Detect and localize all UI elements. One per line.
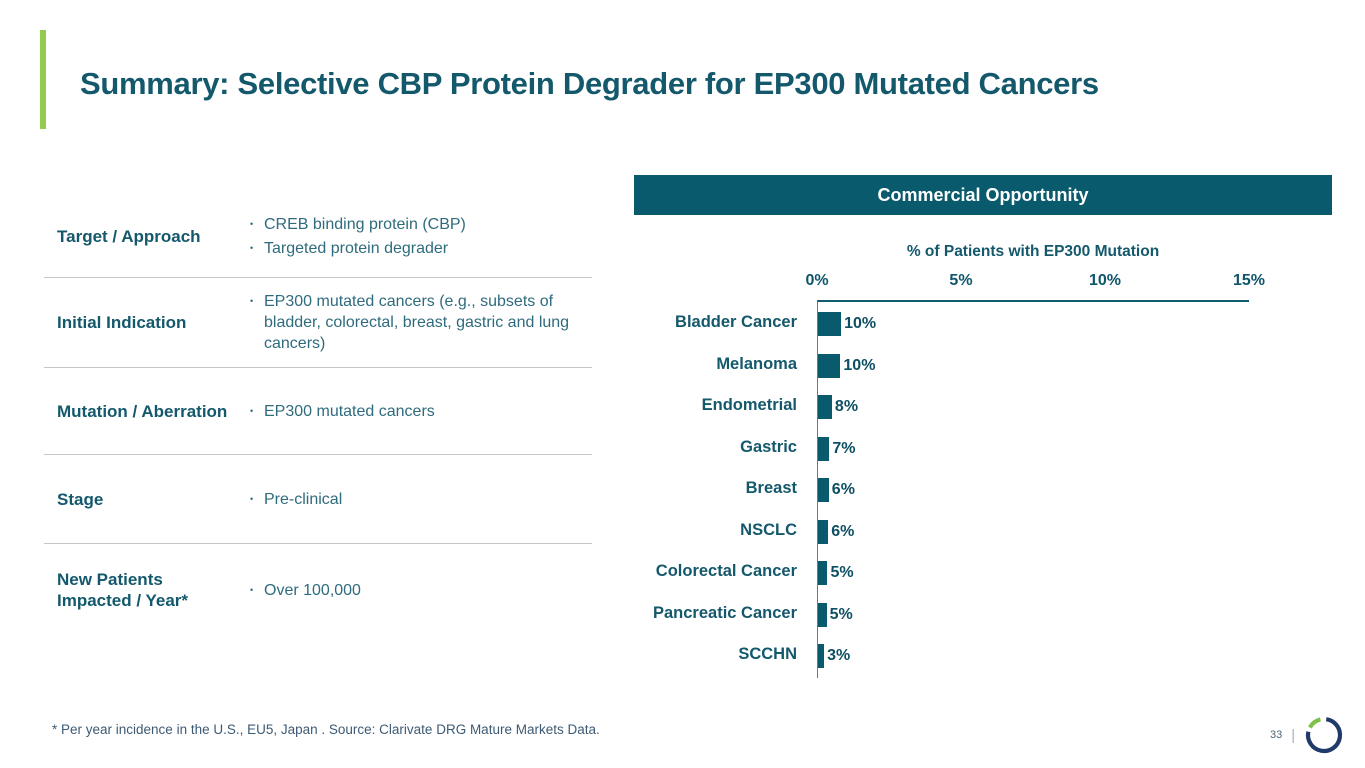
- row-bullets: • EP300 mutated cancers (e.g., subsets of…: [237, 289, 592, 357]
- category-label-breast: Breast: [745, 479, 797, 497]
- footer-right: 33 |: [1270, 713, 1344, 757]
- bar-value-label: 6%: [831, 481, 855, 498]
- page-title: Summary: Selective CBP Protein Degrader …: [80, 66, 1099, 101]
- bullet-text: Pre-clinical: [264, 490, 343, 508]
- list-item: • Pre-clinical: [247, 489, 592, 510]
- x-tick-5: 5%: [949, 272, 973, 289]
- summary-table: Target / Approach • CREB binding protein …: [44, 196, 592, 636]
- bullet-text: EP300 mutated cancers (e.g., subsets of …: [264, 293, 570, 352]
- row-bullets: • Pre-clinical: [237, 486, 592, 512]
- x-tick-0: 0%: [805, 272, 829, 289]
- bullet-icon: •: [250, 584, 254, 595]
- bar-value-label: 5%: [830, 564, 854, 581]
- table-row-new-patients: New Patients Impacted / Year* • Over 100,…: [44, 544, 592, 636]
- category-label-pancreatic-cancer: Pancreatic Cancer: [653, 603, 797, 622]
- bullet-text: EP300 mutated cancers: [264, 402, 435, 420]
- category-label-nsclc: NSCLC: [740, 520, 797, 539]
- row-label: Stage: [57, 489, 104, 509]
- page-number: 33: [1270, 729, 1283, 741]
- bullet-icon: •: [250, 296, 254, 306]
- company-ring-logo-icon: [1306, 717, 1343, 754]
- bar-value-label: 5%: [829, 605, 853, 623]
- chart-x-axis-ticks: 0% 5% 10% 15%: [805, 272, 1265, 292]
- row-label: Initial Indication: [57, 313, 187, 332]
- bar-value-label: 6%: [831, 522, 855, 540]
- table-row-stage: Stage • Pre-clinical: [44, 455, 592, 544]
- commercial-opportunity-header: Commercial Opportunity: [634, 175, 1332, 215]
- bar-value-label: 10%: [844, 315, 877, 332]
- bar-row: 6%: [818, 478, 855, 502]
- bar-value-label: 3%: [827, 647, 851, 664]
- bullet-icon: •: [250, 405, 254, 416]
- row-bullets: • CREB binding protein (CBP) • Targeted pr…: [237, 212, 592, 262]
- bar-row: 3%: [818, 644, 850, 668]
- bullet-text: Over 100,000: [264, 581, 361, 599]
- bar-row: 5%: [818, 561, 854, 585]
- bullet-text: Targeted protein degrader: [264, 239, 449, 257]
- category-label-colorectal-cancer: Colorectal Cancer: [655, 562, 797, 580]
- category-label-scchn: SCCHN: [738, 645, 797, 663]
- bar-breast: [818, 478, 829, 502]
- bar-nsclc: [818, 519, 829, 544]
- category-label-melanoma: Melanoma: [716, 354, 797, 373]
- title-accent-bar: [40, 30, 46, 129]
- category-label-gastric: Gastric: [740, 437, 797, 456]
- chart-title: % of Patients with EP300 Mutation: [906, 243, 1160, 260]
- bar-scchn: [818, 644, 825, 668]
- bar-melanoma: [818, 353, 841, 378]
- x-tick-15: 15%: [1232, 272, 1266, 289]
- bar-row: 6%: [818, 519, 854, 544]
- row-label: Target / Approach: [57, 227, 201, 246]
- bar-value-label: 7%: [832, 439, 856, 457]
- category-label-bladder-cancer: Bladder Cancer: [675, 313, 797, 331]
- footnote: * Per year incidence in the U.S., EU5, J…: [52, 722, 600, 737]
- bullet-icon: •: [250, 219, 254, 230]
- bar-gastric: [818, 436, 830, 461]
- row-bullets: • Over 100,000: [237, 577, 592, 603]
- table-row-mutation-aberration: Mutation / Aberration • EP300 mutated can…: [44, 368, 592, 455]
- row-label: New Patients Impacted / Year*: [57, 570, 189, 610]
- list-item: • EP300 mutated cancers: [247, 401, 592, 422]
- chart-category-labels: Bladder Cancer Melanoma Endometrial Gast…: [600, 300, 807, 678]
- bar-bladder-cancer: [818, 312, 842, 336]
- list-item: • Over 100,000: [247, 580, 592, 601]
- row-label: Mutation / Aberration: [57, 401, 228, 421]
- list-item: • Targeted protein degrader: [247, 238, 592, 259]
- bar-chart-plot-area: 10% 10% 8% 7% 6% 6% 5% 5% 3%: [817, 300, 1249, 678]
- bar-value-label: 8%: [834, 398, 859, 415]
- bar-row: 8%: [818, 395, 858, 419]
- bar-value-label: 10%: [843, 356, 876, 374]
- bar-pancreatic-cancer: [818, 602, 827, 627]
- table-row-initial-indication: Initial Indication • EP300 mutated cancer…: [44, 278, 592, 368]
- bar-row: 5%: [818, 602, 853, 627]
- bullet-text: CREB binding protein (CBP): [264, 216, 466, 234]
- bullet-icon: •: [250, 242, 254, 253]
- panel-header-label: Commercial Opportunity: [877, 184, 1089, 205]
- category-label-endometrial: Endometrial: [701, 396, 797, 414]
- bar-row: 10%: [818, 353, 875, 378]
- row-bullets: • EP300 mutated cancers: [237, 398, 592, 424]
- table-row-target-approach: Target / Approach • CREB binding protein …: [44, 196, 592, 278]
- bar-row: 10%: [818, 312, 876, 336]
- x-tick-10: 10%: [1088, 272, 1122, 289]
- list-item: • CREB binding protein (CBP): [247, 214, 592, 235]
- bar-colorectal-cancer: [818, 561, 828, 585]
- footer-divider: |: [1291, 726, 1296, 744]
- list-item: • EP300 mutated cancers (e.g., subsets of…: [247, 291, 592, 354]
- bullet-icon: •: [250, 493, 254, 504]
- bar-row: 7%: [818, 436, 855, 461]
- bar-endometrial: [818, 395, 832, 419]
